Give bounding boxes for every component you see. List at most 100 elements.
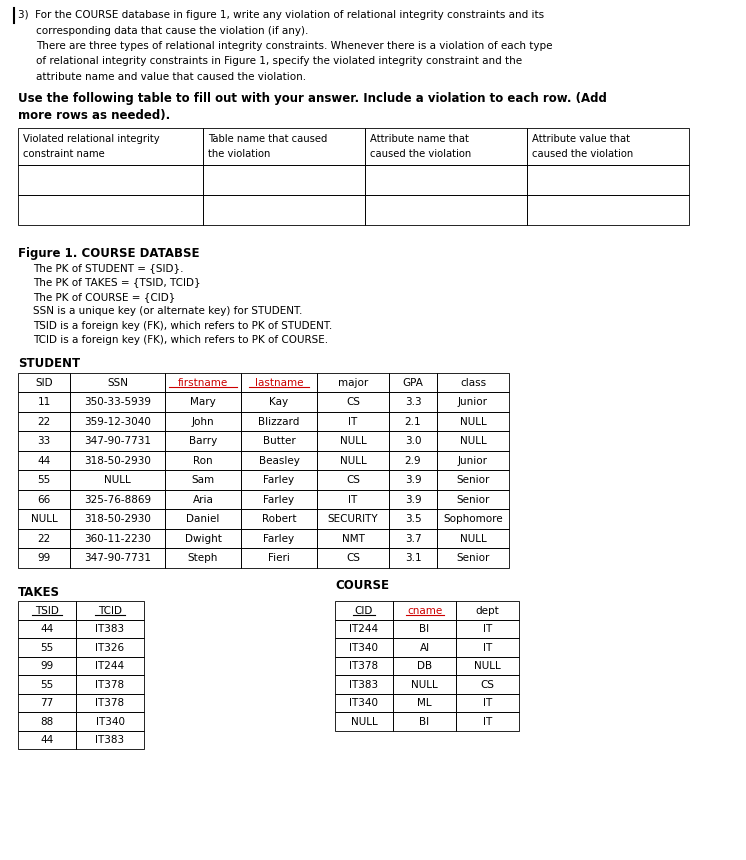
Text: CID: CID <box>355 605 373 616</box>
Bar <box>335 675 393 694</box>
Text: IT: IT <box>483 624 492 634</box>
Bar <box>456 601 519 620</box>
Text: CS: CS <box>346 553 360 563</box>
Bar <box>165 529 241 549</box>
Bar <box>18 165 203 195</box>
Bar <box>393 620 456 638</box>
Text: corresponding data that cause the violation (if any).: corresponding data that cause the violat… <box>36 26 308 35</box>
Text: NULL: NULL <box>104 475 131 485</box>
Text: the violation: the violation <box>208 150 270 159</box>
Text: 55: 55 <box>40 679 54 690</box>
Bar <box>389 451 437 470</box>
Text: 347-90-7731: 347-90-7731 <box>84 553 151 563</box>
Bar <box>335 601 393 620</box>
Bar <box>456 712 519 731</box>
Bar <box>389 470 437 490</box>
Text: 11: 11 <box>37 397 51 407</box>
Text: The PK of STUDENT = {SID}.: The PK of STUDENT = {SID}. <box>33 263 184 273</box>
Text: 44: 44 <box>40 624 54 634</box>
Text: Butter: Butter <box>263 436 295 446</box>
Text: BI: BI <box>419 624 430 634</box>
Text: IT340: IT340 <box>349 642 378 653</box>
Bar <box>241 392 317 412</box>
Text: Figure 1. COURSE DATABSE: Figure 1. COURSE DATABSE <box>18 247 199 260</box>
Bar <box>70 549 165 568</box>
Bar <box>437 490 509 509</box>
Bar <box>335 657 393 675</box>
Text: IT378: IT378 <box>95 698 125 708</box>
Bar <box>335 638 393 657</box>
Bar <box>18 657 76 675</box>
Text: caused the violation: caused the violation <box>532 150 633 159</box>
Bar <box>70 432 165 451</box>
Bar <box>165 470 241 490</box>
Text: IT: IT <box>483 642 492 653</box>
Text: SECURITY: SECURITY <box>327 514 378 524</box>
Bar <box>437 509 509 529</box>
Text: IT383: IT383 <box>349 679 378 690</box>
Text: CS: CS <box>480 679 495 690</box>
Bar <box>165 549 241 568</box>
Bar <box>18 509 70 529</box>
Text: CS: CS <box>346 475 360 485</box>
Text: NULL: NULL <box>460 533 486 544</box>
Bar <box>76 601 144 620</box>
Bar <box>365 165 527 195</box>
Text: GPA: GPA <box>403 378 424 388</box>
Bar <box>70 470 165 490</box>
Text: IT383: IT383 <box>95 624 125 634</box>
Text: Ron: Ron <box>193 456 213 465</box>
Text: NULL: NULL <box>460 436 486 446</box>
Bar <box>18 675 76 694</box>
Bar <box>456 638 519 657</box>
Text: Robert: Robert <box>262 514 296 524</box>
Text: IT383: IT383 <box>95 735 125 745</box>
Text: NMT: NMT <box>342 533 365 544</box>
Text: NULL: NULL <box>460 416 486 427</box>
Bar <box>389 490 437 509</box>
Text: caused the violation: caused the violation <box>370 150 471 159</box>
Bar <box>393 601 456 620</box>
Bar <box>317 490 389 509</box>
Bar <box>317 549 389 568</box>
Text: Steph: Steph <box>188 553 218 563</box>
Text: Fieri: Fieri <box>268 553 290 563</box>
Text: CS: CS <box>346 397 360 407</box>
Bar <box>18 128 203 165</box>
Text: TCID: TCID <box>98 605 122 616</box>
Text: Sophomore: Sophomore <box>443 514 503 524</box>
Text: 3.1: 3.1 <box>404 553 421 563</box>
Text: 3.5: 3.5 <box>404 514 421 524</box>
Text: 22: 22 <box>37 533 51 544</box>
Text: Junior: Junior <box>458 397 488 407</box>
Text: Attribute name that: Attribute name that <box>370 134 469 144</box>
Text: IT326: IT326 <box>95 642 125 653</box>
Bar <box>203 165 365 195</box>
Text: STUDENT: STUDENT <box>18 357 80 371</box>
Bar <box>437 549 509 568</box>
Text: IT340: IT340 <box>95 716 125 727</box>
Text: Beasley: Beasley <box>259 456 299 465</box>
Text: more rows as needed).: more rows as needed). <box>18 109 170 122</box>
Text: 66: 66 <box>37 494 51 505</box>
Bar <box>18 529 70 549</box>
Bar <box>18 731 76 749</box>
Bar <box>335 712 393 731</box>
Text: 2.1: 2.1 <box>404 416 421 427</box>
Bar <box>241 529 317 549</box>
Text: constraint name: constraint name <box>23 150 104 159</box>
Text: NULL: NULL <box>339 456 366 465</box>
Text: 3)  For the COURSE database in figure 1, write any violation of relational integ: 3) For the COURSE database in figure 1, … <box>18 10 544 20</box>
Bar <box>18 549 70 568</box>
Text: 55: 55 <box>37 475 51 485</box>
Bar <box>317 373 389 392</box>
Bar <box>241 509 317 529</box>
Text: 325-76-8869: 325-76-8869 <box>84 494 151 505</box>
Bar <box>18 470 70 490</box>
Bar <box>203 195 365 224</box>
Bar <box>18 412 70 432</box>
Text: TAKES: TAKES <box>18 586 60 599</box>
Text: Dwight: Dwight <box>184 533 222 544</box>
Bar <box>437 529 509 549</box>
Bar <box>18 392 70 412</box>
